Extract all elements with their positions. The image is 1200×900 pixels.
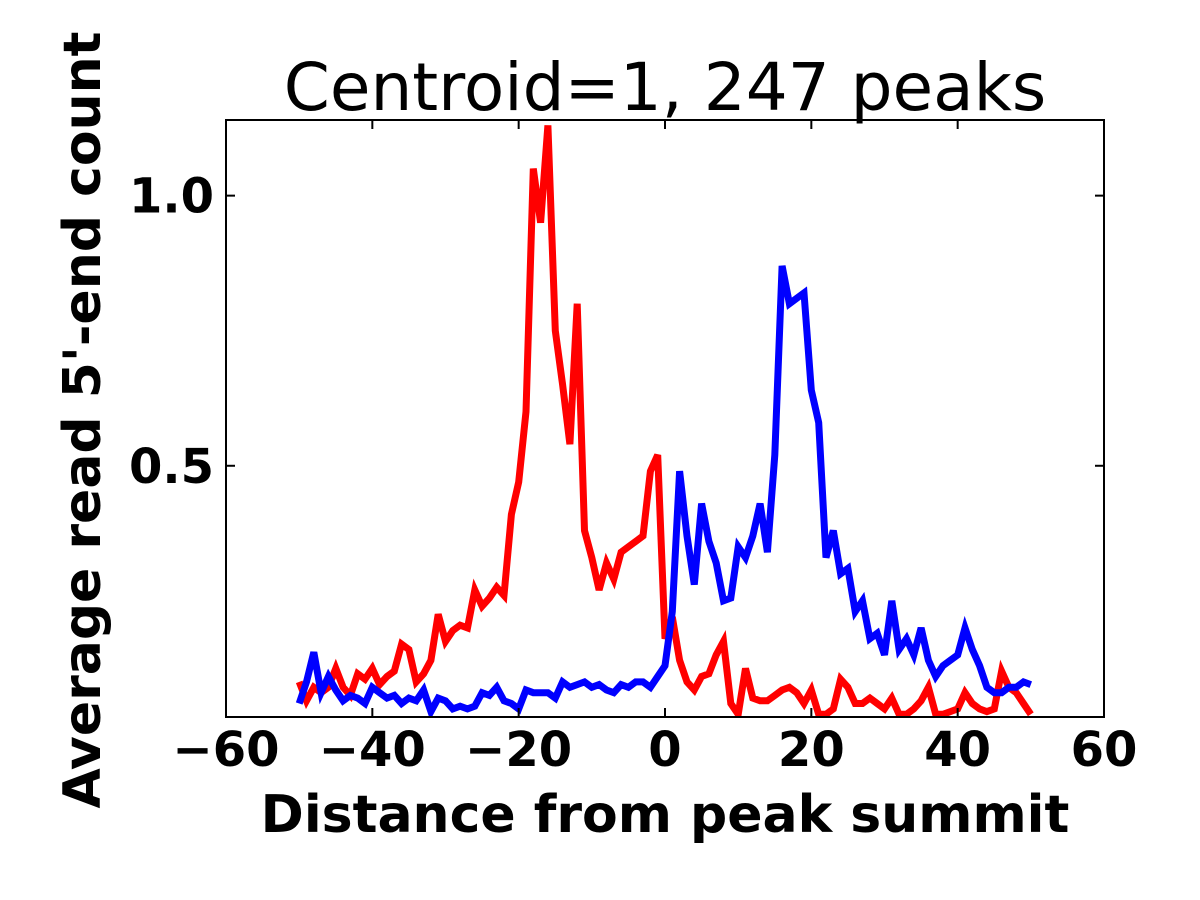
x-tick-label: 60 bbox=[1071, 722, 1138, 778]
x-axis-label: Distance from peak summit bbox=[261, 785, 1070, 845]
x-tick-label: −60 bbox=[172, 722, 279, 778]
series-line-1 bbox=[295, 125, 1034, 717]
series-layer bbox=[295, 125, 1034, 717]
x-tick-label: 20 bbox=[778, 722, 845, 778]
y-axis-label: Average read 5'-end count bbox=[53, 32, 113, 809]
x-tick-label: −20 bbox=[465, 722, 572, 778]
x-tick-label: −40 bbox=[319, 722, 426, 778]
tick-layer: −60 −40 −20 0 20 40 60 0.5 1.0 bbox=[129, 120, 1137, 778]
y-tick-label: 0.5 bbox=[129, 439, 214, 495]
x-tick-label: 40 bbox=[924, 722, 991, 778]
x-tick-label: 0 bbox=[648, 722, 681, 778]
y-tick-label: 1.0 bbox=[129, 169, 214, 225]
chart-title: Centroid=1, 247 peaks bbox=[284, 49, 1046, 126]
series-line-2 bbox=[295, 265, 1033, 717]
